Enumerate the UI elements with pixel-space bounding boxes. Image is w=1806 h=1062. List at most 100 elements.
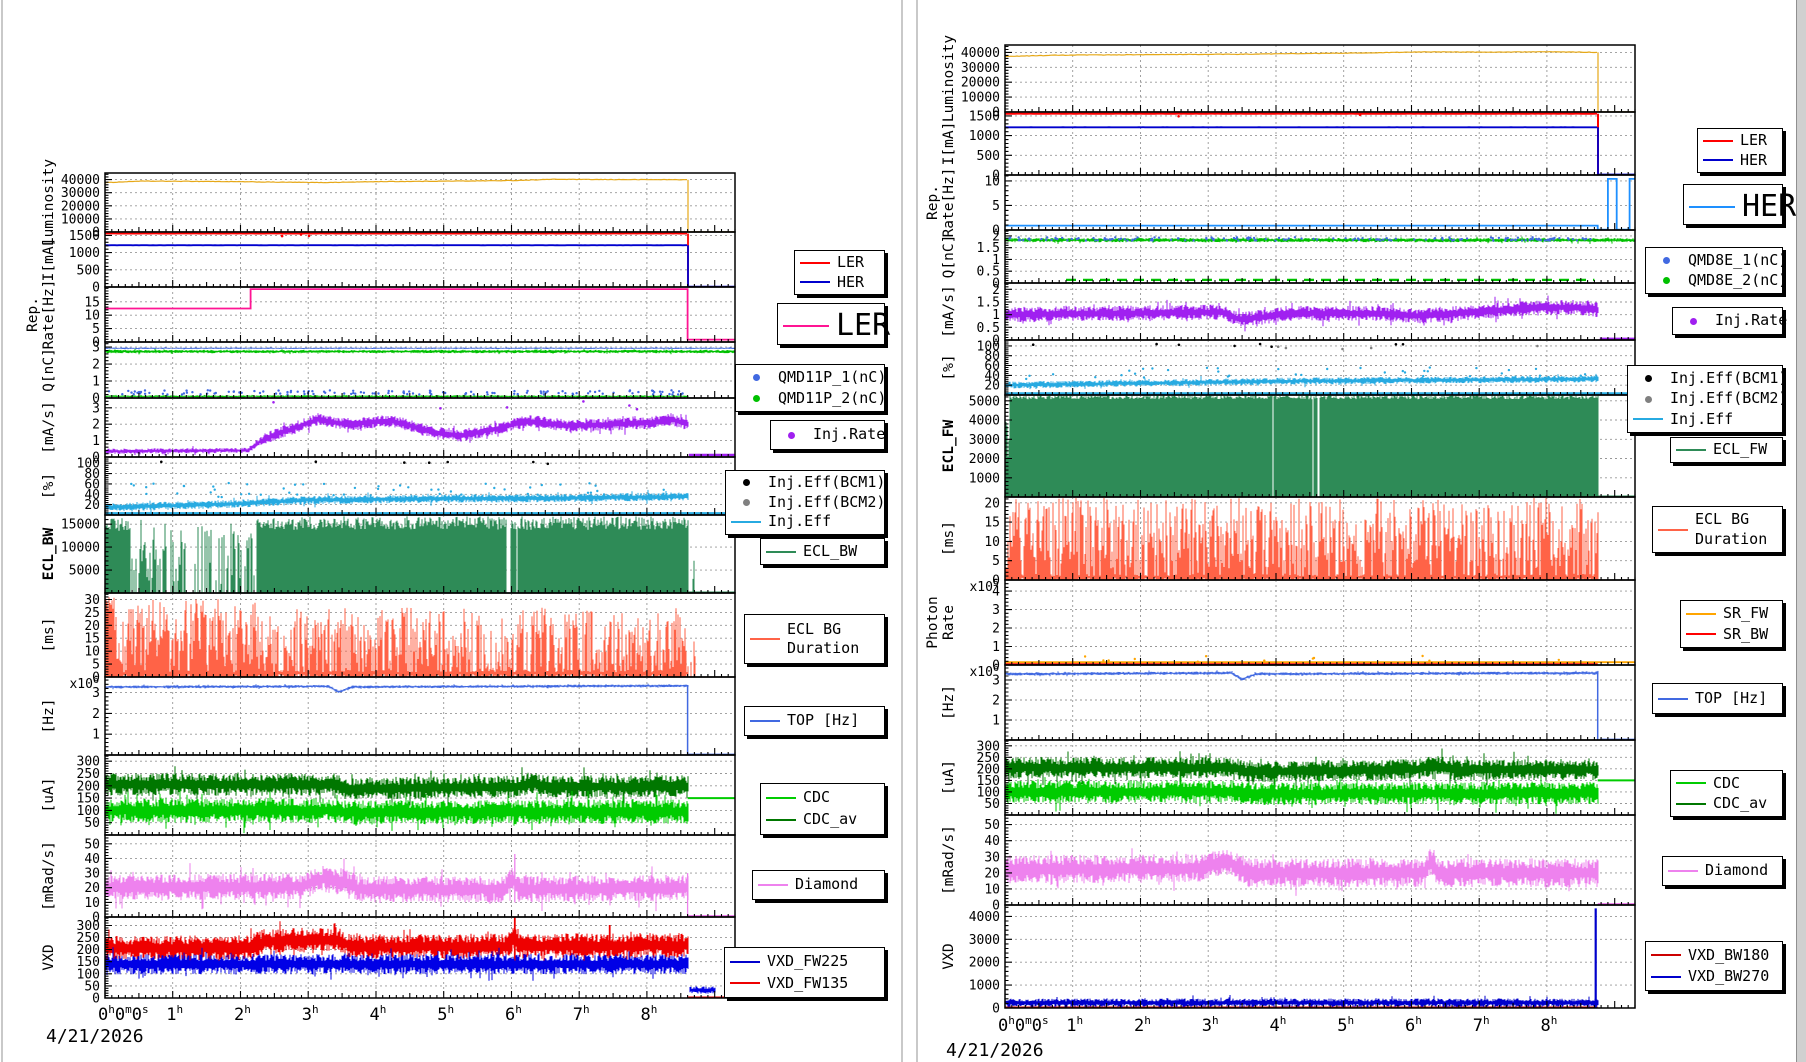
date-label-left: 4/21/2026 bbox=[46, 1026, 144, 1047]
y-tick-label: 40 bbox=[84, 852, 100, 867]
qb-dot bbox=[1282, 238, 1286, 241]
qb-dot bbox=[526, 389, 529, 393]
subplot-border bbox=[1004, 174, 1636, 231]
legend-line-marker bbox=[1651, 954, 1681, 957]
y-tick-label: 15 bbox=[84, 632, 100, 647]
y-tick-label: 50 bbox=[84, 837, 100, 852]
y-tick-label: 250 bbox=[77, 767, 100, 782]
qb-dot bbox=[1252, 236, 1256, 240]
cyan-dot bbox=[1217, 370, 1220, 373]
y-axis-label: Q[nC] bbox=[941, 235, 957, 279]
subplot-border bbox=[1004, 814, 1636, 906]
y-tick-label: 0 bbox=[92, 992, 100, 1007]
cyan-dot bbox=[1372, 377, 1376, 380]
cyan-dot bbox=[596, 489, 599, 493]
series-layer bbox=[1005, 295, 1635, 340]
cyan-dot bbox=[1326, 367, 1329, 371]
legend-line-marker bbox=[800, 281, 830, 284]
legend-label: VXD_FW135 bbox=[767, 973, 849, 992]
window-divider-left bbox=[901, 0, 903, 1062]
gray-dot bbox=[1536, 344, 1539, 348]
legend-entry: LER bbox=[783, 306, 890, 345]
legend-line-marker bbox=[800, 261, 830, 264]
axis-ticks bbox=[1004, 175, 1636, 231]
cyan-dot bbox=[369, 494, 372, 497]
gridlines bbox=[105, 342, 735, 398]
legend-label: QMD11P_2(nC) bbox=[778, 388, 887, 407]
qb-dot bbox=[1506, 236, 1510, 240]
qb-dot bbox=[671, 393, 674, 396]
v270-band bbox=[1005, 995, 1599, 1008]
window-scroll-strip[interactable] bbox=[1796, 0, 1806, 1062]
legend-label: QMD8E_1(nC) bbox=[1688, 250, 1788, 269]
legend-entry: HER bbox=[800, 273, 879, 293]
legend-label: ECL_FW bbox=[1713, 440, 1768, 459]
legend-dot-marker bbox=[1678, 317, 1708, 325]
x-tick-label: 7h bbox=[573, 1003, 590, 1025]
y-tick-label: 20 bbox=[984, 866, 1000, 881]
left-subplot-inj-rate: 0 12 3 [mA/s] bbox=[41, 397, 736, 466]
y-tick-label: 80 bbox=[84, 467, 100, 482]
qb-dot bbox=[232, 390, 235, 393]
qb-dot bbox=[1149, 238, 1153, 242]
legend-right-inj-eff-bcm1-inj-eff-bcm2-inj-eff: Inj.Eff(BCM1) Inj.Eff(BCM2) Inj.Eff bbox=[1627, 365, 1787, 433]
y-tick-label: 0 bbox=[92, 671, 100, 686]
cyan-dot bbox=[1228, 374, 1231, 377]
y-tick-label: 0 bbox=[992, 277, 1000, 292]
qb-dot bbox=[1460, 238, 1464, 241]
cyan-dot bbox=[1380, 377, 1384, 380]
x-tick-label: 3h bbox=[1202, 1014, 1219, 1036]
qb-dot bbox=[133, 390, 136, 393]
y-tick-label: 2 bbox=[992, 229, 1000, 244]
y-axis-label: [mA/s] bbox=[941, 285, 957, 337]
lum-trace bbox=[1005, 51, 1598, 58]
qb-dot bbox=[651, 393, 655, 396]
cyan-dot bbox=[430, 488, 433, 491]
y-tick-label: 100 bbox=[77, 804, 100, 819]
black-dot bbox=[1155, 342, 1158, 346]
cyan-dot bbox=[1028, 374, 1031, 377]
axis-ticks bbox=[104, 231, 736, 288]
y-tick-label: 0 bbox=[92, 336, 100, 351]
y-axis-label: [uA] bbox=[941, 760, 957, 795]
y-tick-label: 30000 bbox=[61, 186, 100, 201]
series-layer bbox=[105, 516, 735, 593]
y-axis-label: [ms] bbox=[41, 618, 57, 653]
qb-dot bbox=[1492, 239, 1495, 242]
qb-dot bbox=[542, 393, 546, 396]
y-tick-label: 0 bbox=[92, 226, 100, 241]
pur-band bbox=[105, 413, 689, 456]
qb-dot bbox=[1375, 238, 1378, 241]
qb-dot bbox=[1504, 238, 1507, 242]
y-tick-label: 10000 bbox=[61, 541, 100, 556]
gridlines bbox=[1005, 665, 1635, 740]
left-subplot-charge: 0 1 2 3 Q[nC] bbox=[41, 341, 736, 407]
legend-left-ecl-bw: ECL_BW bbox=[760, 538, 885, 565]
gridlines bbox=[1005, 230, 1635, 283]
y-tick-label: 50 bbox=[84, 816, 100, 831]
qb-dot bbox=[191, 391, 194, 394]
legend-label: SR_BW bbox=[1723, 624, 1769, 643]
qb-dot bbox=[1046, 236, 1049, 239]
cyan-dot bbox=[398, 484, 402, 487]
qb-band bbox=[105, 346, 735, 350]
y-tick-label: 30 bbox=[984, 850, 1000, 865]
legend-label: CDC bbox=[1713, 773, 1741, 792]
cyan-dot bbox=[377, 485, 380, 488]
qb-dot bbox=[209, 389, 212, 392]
y-tick-label: 0 bbox=[992, 899, 1000, 914]
qb-dot bbox=[650, 389, 654, 392]
qb-dot bbox=[1277, 236, 1281, 240]
y-tick-label: 20 bbox=[984, 379, 1000, 394]
axis-multiplier-label: x106 bbox=[69, 675, 99, 692]
red-dot bbox=[1177, 115, 1180, 118]
y-tick-label: 20 bbox=[84, 881, 100, 896]
legend-label: VXD_FW225 bbox=[767, 952, 849, 970]
qb-dot bbox=[513, 389, 516, 393]
y-tick-label: 1 bbox=[92, 434, 100, 449]
